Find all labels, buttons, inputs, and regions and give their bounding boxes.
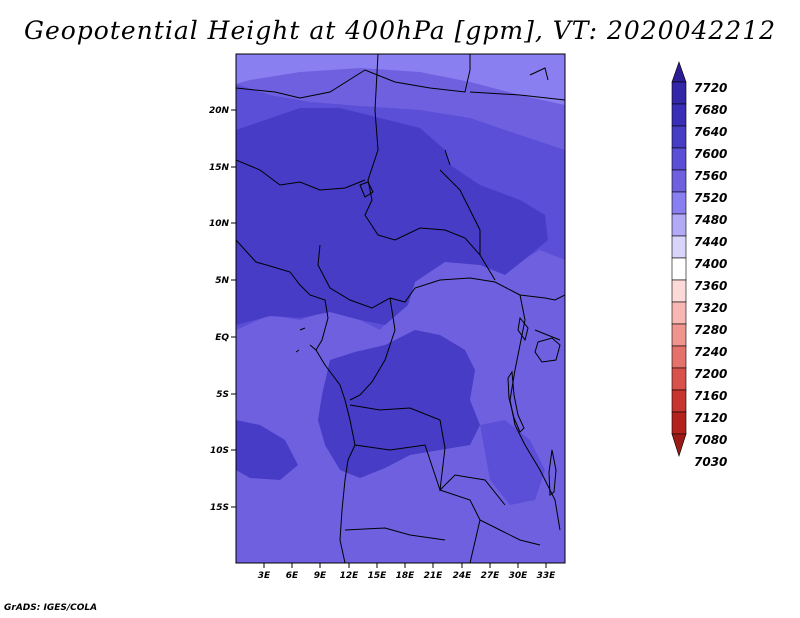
colorbar-label: 7280 <box>694 323 727 337</box>
lon-label: 12E <box>340 571 360 581</box>
border-nigeria <box>236 159 366 191</box>
border-chad-west <box>364 54 379 236</box>
fill-7480-north <box>236 54 565 105</box>
lake-victoria <box>534 337 561 363</box>
colorbar-label: 7600 <box>694 147 727 161</box>
colorbar-label: 7160 <box>694 389 727 403</box>
lat-label: EQ <box>215 333 229 343</box>
lake-chad <box>359 181 374 198</box>
border-ne <box>469 67 565 101</box>
lat-label: 10N <box>209 219 230 229</box>
colorbar-label: 7080 <box>694 433 727 447</box>
colorbar-swatch <box>671 323 687 347</box>
lon-label: 15E <box>368 571 388 581</box>
fill-7560-east <box>480 420 545 505</box>
borders <box>236 54 565 563</box>
border-uganda <box>519 294 565 341</box>
colorbar-swatch <box>671 191 687 215</box>
lat-label: 5N <box>215 276 229 286</box>
colorbar-label: 7680 <box>694 103 727 117</box>
colorbar-bottom-arrow <box>671 433 687 457</box>
lat-label: 15N <box>209 163 230 173</box>
border-drc-south <box>349 404 506 506</box>
colorbar-label: 7480 <box>694 213 727 227</box>
lon-label: 18E <box>396 571 416 581</box>
fill-7600-congo <box>318 330 480 478</box>
colorbar-swatch <box>671 81 687 105</box>
colorbar-swatches <box>671 61 687 457</box>
border-cameroon <box>317 244 391 309</box>
colorbar-label: 7360 <box>694 279 727 293</box>
colorbar-labels: 7720 7680 7640 7600 7560 7520 7480 7440 7400 7360… <box>694 81 727 469</box>
lat-ticks <box>231 109 236 508</box>
border-angola <box>344 444 446 541</box>
contour-fills <box>236 54 565 563</box>
lon-label: 9E <box>314 571 327 581</box>
colorbar-top-arrow <box>671 61 687 83</box>
lake-albert <box>517 316 529 342</box>
border-south <box>439 489 541 563</box>
colorbar-label: 7400 <box>694 257 727 271</box>
colorbar-swatch <box>671 367 687 391</box>
colorbar-label: 7120 <box>694 411 727 425</box>
colorbar-label: 7520 <box>694 191 727 205</box>
colorbar-swatch <box>671 213 687 237</box>
colorbar-label: 7240 <box>694 345 727 359</box>
map-frame <box>235 53 566 564</box>
colorbar-label: 7440 <box>694 235 727 249</box>
lat-labels: 20N 15N 10N 5N EQ 5S 10S 15S <box>209 106 230 513</box>
colorbar-label: 7200 <box>694 367 727 381</box>
coast-gabon <box>295 327 317 353</box>
colorbar-label: 7560 <box>694 169 727 183</box>
border-drc-north <box>389 277 521 303</box>
colorbar-swatch <box>671 279 687 303</box>
lon-labels: 3E 6E 9E 12E 15E 18E 21E 24E 27E 30E 33E <box>258 571 556 581</box>
colorbar: 7720 7680 7640 7600 7560 7520 7480 7440 7400 7360… <box>671 61 727 469</box>
lat-label: 15S <box>210 503 229 513</box>
lon-label: 21E <box>424 571 444 581</box>
lon-label: 33E <box>537 571 557 581</box>
colorbar-swatch <box>671 301 687 325</box>
colorbar-swatch <box>671 389 687 413</box>
colorbar-swatch <box>671 235 687 259</box>
border-sahara <box>236 54 471 99</box>
lon-label: 30E <box>509 571 529 581</box>
border-sudan <box>439 149 481 255</box>
lake-tanganyika <box>507 370 525 433</box>
lat-label: 20N <box>209 106 230 116</box>
lon-label: 3E <box>258 571 271 581</box>
lat-label: 5S <box>216 390 229 400</box>
colorbar-swatch <box>671 345 687 369</box>
colorbar-swatch <box>671 169 687 193</box>
lon-label: 27E <box>481 571 501 581</box>
lon-label: 24E <box>453 571 473 581</box>
colorbar-label: 7720 <box>694 81 727 95</box>
colorbar-swatch <box>671 411 687 435</box>
colorbar-swatch <box>671 103 687 127</box>
colorbar-swatch <box>671 147 687 171</box>
lon-label: 6E <box>286 571 299 581</box>
grads-credit: GrADS: IGES/COLA <box>4 603 98 613</box>
lat-label: 10S <box>210 446 229 456</box>
lake-malawi <box>548 449 557 496</box>
colorbar-label: 7030 <box>694 455 727 469</box>
colorbar-label: 7640 <box>694 125 727 139</box>
colorbar-swatch <box>671 257 687 281</box>
chart-title: Geopotential Height at 400hPa [gpm], VT:… <box>23 16 777 45</box>
lon-ticks <box>263 563 547 568</box>
fill-7600-core <box>236 108 548 325</box>
colorbar-swatch <box>671 125 687 149</box>
border-congo-river <box>349 297 396 401</box>
colorbar-label: 7320 <box>694 301 727 315</box>
fill-7600-west <box>236 420 298 480</box>
